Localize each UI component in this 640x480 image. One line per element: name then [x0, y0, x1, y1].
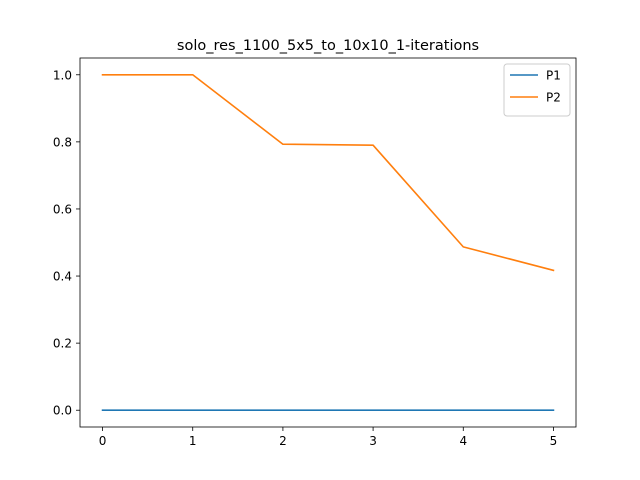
y-tick-label: 0.8	[53, 135, 72, 149]
x-tick-label: 2	[279, 434, 287, 448]
y-tick-label: 0.6	[53, 202, 72, 216]
x-axis: 0 1 2 3 4 5	[99, 427, 558, 448]
series-layer	[101, 73, 555, 412]
chart-title: solo_res_1100_5x5_to_10x10_1-iterations	[177, 38, 479, 54]
x-tick-label: 5	[550, 434, 558, 448]
y-tick-label: 0.4	[53, 270, 72, 284]
x-tick-label: 4	[459, 434, 467, 448]
x-tick-label: 1	[189, 434, 197, 448]
series-line-p2	[101, 73, 555, 272]
axes-frame	[79, 57, 577, 428]
x-tick-label: 3	[369, 434, 377, 448]
plot-area	[79, 57, 577, 428]
x-tick-label: 0	[99, 434, 107, 448]
y-tick-label: 1.0	[53, 68, 72, 82]
legend: P1 P2	[503, 63, 571, 117]
legend-label: P2	[546, 91, 561, 105]
y-tick-label: 0.0	[53, 404, 72, 418]
legend-box	[503, 63, 571, 117]
y-axis: 0.0 0.2 0.4 0.6 0.8 1.0	[53, 68, 80, 418]
y-tick-label: 0.2	[53, 337, 72, 351]
legend-label: P1	[546, 69, 561, 83]
